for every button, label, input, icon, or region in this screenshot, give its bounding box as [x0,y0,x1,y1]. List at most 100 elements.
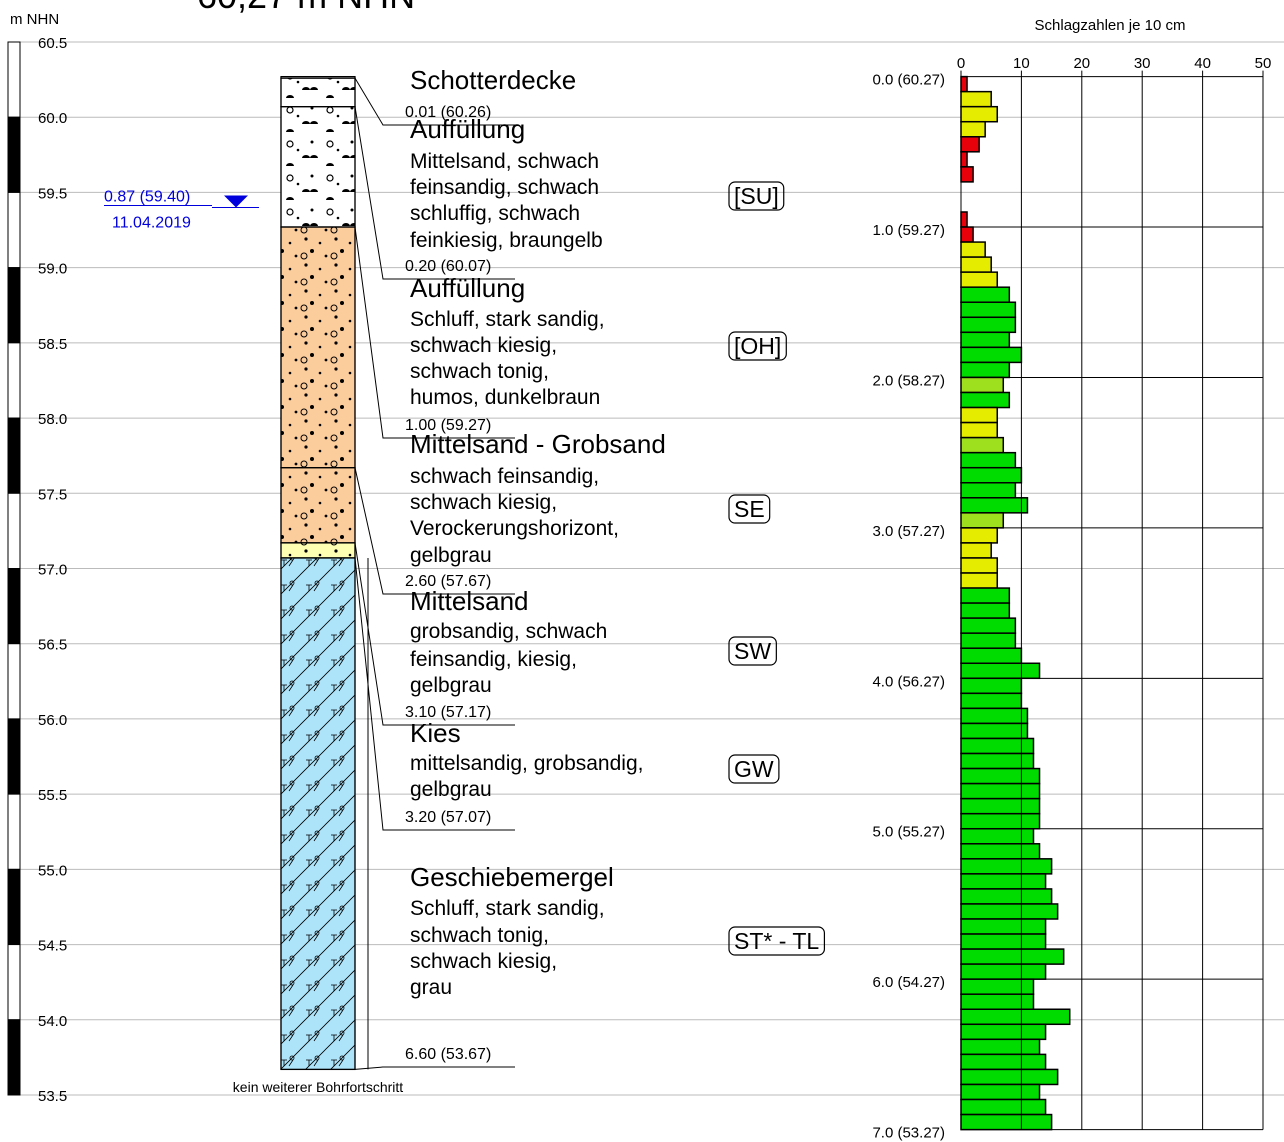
layer-name: Mittelsand [410,586,529,616]
layer-description: schluffig, schwach [410,202,580,225]
layer-description: grobsandig, schwach [410,620,607,643]
soil-pattern [280,77,356,108]
soil-group-box [728,754,780,784]
bar [960,512,1005,529]
bar [960,376,1005,394]
bar [960,978,1035,995]
layer-name: Auffüllung [410,114,525,144]
bar [960,617,1017,634]
bar [960,933,1047,950]
soil-pattern [280,226,356,469]
layer-description: feinsandig, schwach [410,176,599,199]
bar [960,873,1047,890]
bar [960,136,980,153]
soil-group: [OH] [734,333,781,359]
elevation-tick-label: 58.0 [38,411,67,428]
layer-description: grau [410,976,452,999]
bar [960,1068,1059,1086]
bar [960,767,1041,785]
bar [960,993,1035,1011]
bar [960,918,1047,935]
leader-line [354,542,515,726]
ruler-segment [7,417,21,494]
elevation-tick-label: 57.0 [38,562,67,579]
elevation-tick-label: 57.5 [38,486,67,503]
bar [960,797,1041,815]
bar [960,647,1023,665]
end-note: kein weiterer Bohrfortschritt [233,1079,404,1095]
bar [960,421,998,439]
elevation-tick-label: 59.5 [38,185,67,202]
layer-description: gelbgrau [410,544,492,567]
bar [960,482,1017,499]
leader-line [354,226,515,439]
x-tick-label: 40 [1194,55,1211,72]
elevation-tick-label: 53.5 [38,1088,67,1105]
layer-name: Auffüllung [410,273,525,303]
soil-group-box [728,331,787,361]
ruler-segment [7,643,21,720]
layer-description: schwach tonig, [410,924,549,947]
layer-bottom-label: 3.20 (57.07) [405,809,491,826]
y-tick-label: 3.0 (57.27) [872,523,945,540]
bar [960,542,992,559]
ruler-segment [7,342,21,419]
bar [960,226,974,243]
bar [960,722,1029,740]
water-level-label: 0.87 (59.40) [104,188,190,205]
ruler-segment [7,793,21,870]
soil-group: [SU] [734,183,779,209]
layer-description: schwach tonig, [410,360,549,383]
leader-line [354,77,515,126]
layer-description: Schluff, stark sandig, [410,308,605,331]
layer-description: Verockerungshorizont, [410,517,619,540]
bar [960,527,998,544]
y-tick-label: 4.0 (56.27) [872,673,945,690]
layer-name: Geschiebemergel [410,862,614,892]
bar [960,391,1011,409]
y-tick-label: 5.0 (55.27) [872,824,945,841]
ruler-segment [7,41,21,118]
bar [960,1038,1041,1056]
layer-description: mittelsandig, grobsandig, [410,752,643,775]
layer-bottom-label: 0.01 (60.26) [405,104,491,121]
bar [960,948,1065,965]
ruler-segment [7,267,21,344]
bar [960,557,998,574]
bar [960,1008,1071,1026]
layer-description: Schluff, stark sandig, [410,897,605,920]
bar [960,963,1047,980]
bar [960,827,1035,845]
bar [960,587,1011,604]
soil-group-box [728,494,771,524]
bar [960,812,1041,830]
bar [960,436,1005,454]
elevation-tick-label: 60.5 [38,35,67,52]
soil-group-box [728,181,785,211]
bar [960,662,1041,680]
bar [960,632,1017,649]
elevation-tick-label: 60.0 [38,110,67,127]
elevation-tick-label: 54.0 [38,1013,67,1030]
x-tick-label: 30 [1134,55,1151,72]
bar [960,346,1023,364]
soil-group: GW [734,756,774,782]
leader-line [354,106,515,280]
water-level-date: 11.04.2019 [112,214,191,231]
layer-description: Mittelsand, schwach [410,150,599,173]
bar [960,271,998,288]
leader-line [354,557,515,831]
layer-description: gelbgrau [410,674,492,697]
bar [960,843,1041,860]
layer-description: feinsandig, kiesig, [410,648,577,671]
elevation-tick-label: 54.5 [38,938,67,955]
ruler-segment [7,492,21,569]
x-tick-label: 20 [1073,55,1090,72]
bar [960,211,968,228]
layer-description: gelbgrau [410,778,492,801]
bar [960,301,1017,319]
layer-name: Kies [410,718,461,748]
layer-description: schwach kiesig, [410,491,557,514]
layer-description: humos, dunkelbraun [410,386,600,409]
